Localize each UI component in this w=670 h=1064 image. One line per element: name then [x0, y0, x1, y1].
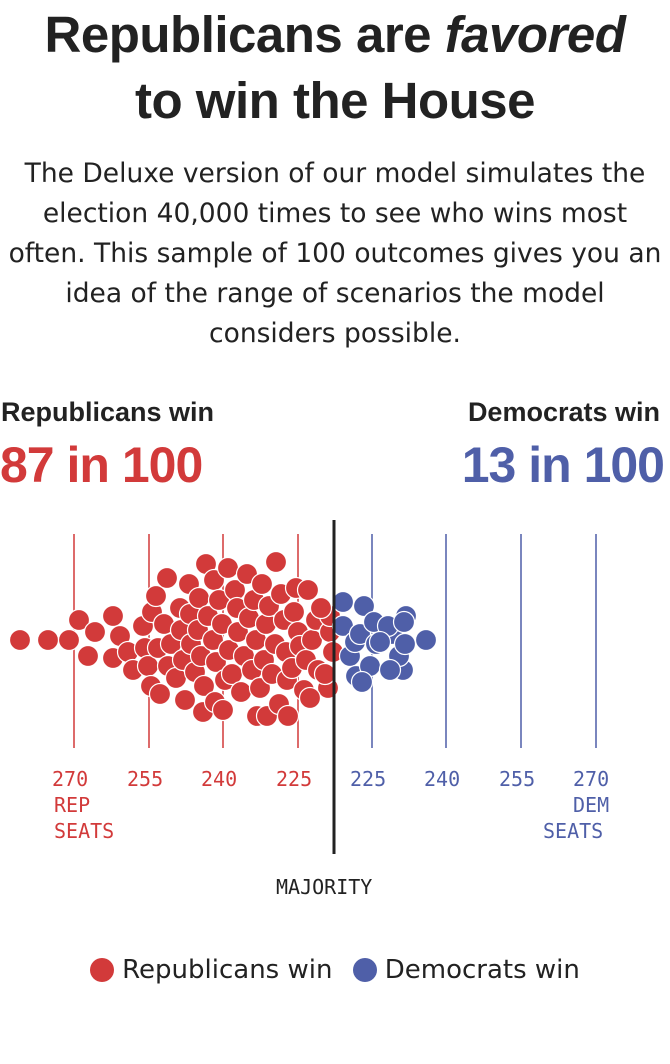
rep-outcome-dot [8, 628, 32, 652]
rep-outcome-dot [211, 698, 235, 722]
rep-outcome-dot [313, 662, 337, 686]
rep-seats-caption-2: SEATS [54, 819, 115, 843]
rep-outcome-dot [67, 608, 91, 632]
dem-tick-240: 240 [424, 767, 461, 791]
rep-outcome-dot [155, 566, 179, 590]
rep-outcome-dot [229, 680, 253, 704]
beeswarm-chart [8, 520, 597, 854]
dem-outcome-dot [331, 590, 355, 614]
majority-label: MAJORITY [276, 875, 373, 899]
dem-outcome-dot [393, 632, 417, 656]
dem-outcome-dot [392, 610, 416, 634]
dem-seats-caption-1: DEM [573, 793, 610, 817]
rep-outcome-dot [148, 682, 172, 706]
rep-outcome-dot [101, 604, 125, 628]
subtitle: The Deluxe version of our model simulate… [8, 158, 662, 349]
rep-outcome-dot [309, 596, 333, 620]
rep-outcome-dot [216, 556, 240, 580]
headline-line-1: Republicans are favored [0, 2, 670, 68]
rep-tick-255: 255 [127, 767, 164, 791]
legend-item-dem: Democrats win [352, 955, 580, 985]
legend-rep-dot [90, 958, 115, 982]
legend-rep-label: Republicans win [122, 955, 333, 985]
rep-outcome-dot [83, 620, 107, 644]
dem-tick-255: 255 [499, 767, 536, 791]
dem-tick-270: 270 [573, 767, 610, 791]
rep-tick-270: 270 [52, 767, 89, 791]
dem-outcome-dot [368, 630, 392, 654]
dem-win-odds: 13 in 100 [461, 437, 665, 493]
rep-outcome-dot [57, 628, 81, 652]
dem-seats-caption-2: SEATS [543, 819, 604, 843]
headline-emphasis: favored [444, 6, 626, 63]
rep-outcome-dot [282, 600, 306, 624]
rep-outcome-dot [173, 688, 197, 712]
rep-win-odds: 87 in 100 [0, 437, 203, 493]
headline: Republicans are favored to win the House [0, 2, 670, 134]
rep-seats-caption-1: REP [54, 793, 91, 817]
dem-outcome-dot [378, 658, 402, 682]
rep-tick-240: 240 [201, 767, 238, 791]
rep-tick-225: 225 [276, 767, 313, 791]
legend: Republicans win Democrats win [0, 955, 670, 989]
rep-outcome-dot [276, 704, 300, 728]
rep-win-label: Republicans win [1, 397, 215, 427]
dem-outcome-dot [414, 628, 438, 652]
rep-outcome-dot [192, 674, 216, 698]
rep-outcome-dot [144, 584, 168, 608]
rep-outcome-dot [36, 628, 60, 652]
rep-outcome-dot [298, 686, 322, 710]
rep-outcome-dot [76, 644, 100, 668]
rep-outcome-dot [264, 550, 288, 574]
legend-dem-label: Democrats win [384, 955, 580, 985]
legend-item-rep: Republicans win [90, 955, 332, 985]
legend-dem-dot [352, 958, 377, 982]
headline-part: Republicans are [44, 6, 445, 63]
headline-line-2: to win the House [135, 72, 536, 129]
dem-outcome-dot [350, 670, 374, 694]
dem-outcome-dot [352, 594, 376, 618]
rep-outcome-dot [296, 578, 320, 602]
dem-win-label: Democrats win [467, 397, 660, 427]
dem-tick-225: 225 [350, 767, 387, 791]
rep-outcome-dot [250, 572, 274, 596]
